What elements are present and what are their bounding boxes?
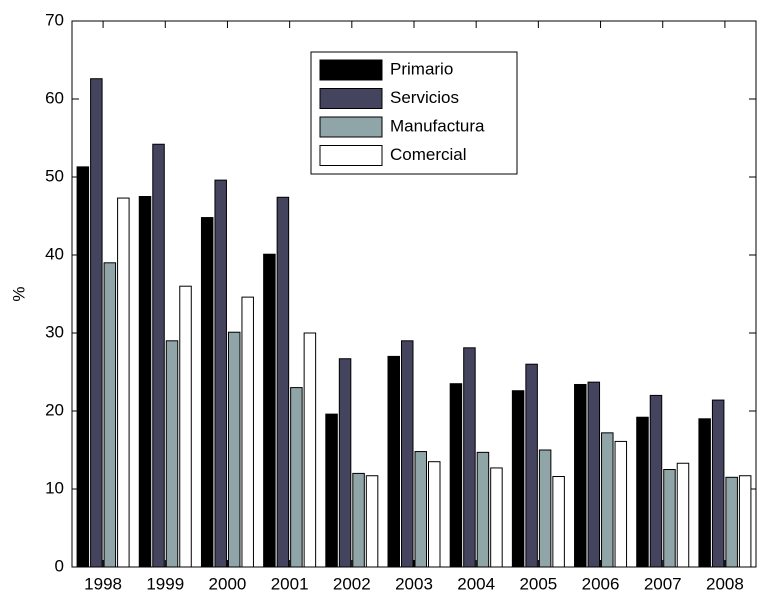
bar — [636, 416, 649, 568]
bar — [365, 475, 379, 568]
bar — [676, 462, 690, 568]
bar — [663, 469, 676, 568]
legend-label: Servicios — [390, 88, 459, 107]
bar — [214, 179, 227, 568]
bar — [490, 467, 503, 568]
bar — [574, 383, 587, 568]
x-tick-label: 2006 — [582, 574, 620, 593]
bar — [463, 347, 476, 568]
y-axis-label: % — [9, 286, 28, 301]
plot-frame — [71, 20, 757, 568]
y-tick-label: 40 — [45, 244, 64, 263]
bar — [263, 253, 276, 568]
bar — [325, 413, 338, 568]
y-tick-label: 70 — [45, 10, 64, 29]
bar — [290, 387, 303, 568]
bar — [227, 331, 241, 568]
y-tick-label: 50 — [45, 166, 64, 185]
legend-swatch — [319, 59, 383, 81]
bar — [103, 262, 117, 568]
bar — [725, 476, 738, 568]
legend-swatch — [319, 88, 383, 109]
bar — [414, 451, 427, 568]
bar — [179, 285, 192, 568]
legend-label: Comercial — [390, 145, 467, 164]
bar — [711, 399, 725, 568]
bar — [152, 143, 165, 568]
bar — [387, 355, 400, 568]
x-tick-label: 1998 — [84, 574, 122, 593]
bar — [138, 196, 152, 568]
y-tick-label: 10 — [45, 478, 64, 497]
bar — [511, 390, 525, 568]
y-tick-label: 0 — [55, 556, 64, 575]
x-tick-label: 2008 — [706, 574, 744, 593]
x-tick-label: 2001 — [271, 574, 309, 593]
bar — [525, 363, 538, 568]
y-tick-label: 20 — [45, 400, 64, 419]
bar — [90, 78, 103, 568]
bar — [338, 358, 352, 568]
bar — [552, 476, 565, 568]
bar — [200, 217, 214, 568]
bar — [117, 197, 130, 568]
bar — [614, 440, 628, 568]
bar — [352, 472, 365, 568]
legend-label: Primario — [390, 59, 453, 78]
bar — [476, 451, 490, 568]
legend-swatch — [319, 116, 383, 138]
bar — [241, 296, 254, 568]
bar — [698, 418, 711, 568]
bar — [538, 449, 552, 568]
x-tick-label: 1999 — [146, 574, 184, 593]
legend-swatch — [319, 145, 383, 166]
x-tick-label: 2005 — [519, 574, 557, 593]
x-tick-label: 2000 — [209, 574, 247, 593]
bar — [587, 381, 601, 568]
bar — [276, 196, 290, 568]
bar — [601, 432, 614, 568]
bar — [401, 340, 414, 568]
bar — [165, 340, 179, 568]
x-tick-label: 2002 — [333, 574, 371, 593]
bar — [303, 332, 317, 568]
bar — [76, 166, 90, 568]
legend-label: Manufactura — [390, 116, 485, 135]
bar — [649, 394, 663, 568]
x-tick-label: 2003 — [395, 574, 433, 593]
x-tick-label: 2004 — [457, 574, 495, 593]
x-tick-label: 2007 — [644, 574, 682, 593]
bar — [738, 475, 752, 568]
bar — [449, 383, 463, 568]
y-tick-label: 30 — [45, 322, 64, 341]
y-tick-label: 60 — [45, 88, 64, 107]
bar — [428, 461, 441, 568]
